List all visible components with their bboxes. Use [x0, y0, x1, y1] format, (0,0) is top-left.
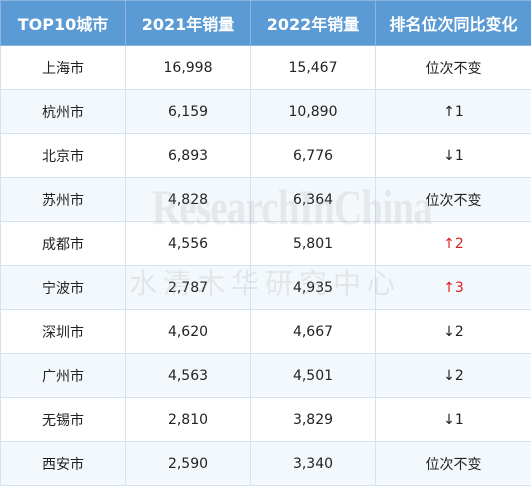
cell-sales-2022: 4,935: [251, 266, 376, 310]
cell-city: 北京市: [1, 134, 126, 178]
cell-city: 苏州市: [1, 178, 126, 222]
cell-sales-2022: 15,467: [251, 46, 376, 90]
cell-rank-change: ↑2: [376, 222, 531, 266]
header-sales-2021: 2021年销量: [126, 1, 251, 46]
cell-sales-2021: 4,828: [126, 178, 251, 222]
cell-sales-2022: 10,890: [251, 90, 376, 134]
cell-city: 杭州市: [1, 90, 126, 134]
cell-city: 深圳市: [1, 310, 126, 354]
cell-rank-change: 位次不变: [376, 46, 531, 90]
cell-sales-2021: 16,998: [126, 46, 251, 90]
cell-sales-2022: 5,801: [251, 222, 376, 266]
cell-city: 西安市: [1, 442, 126, 486]
header-rank-change: 排名位次同比变化: [376, 1, 531, 46]
cell-rank-change: ↓2: [376, 354, 531, 398]
cell-rank-change: ↓1: [376, 134, 531, 178]
cell-rank-change: 位次不变: [376, 442, 531, 486]
cell-rank-change: ↓1: [376, 398, 531, 442]
cell-sales-2022: 3,340: [251, 442, 376, 486]
cell-city: 上海市: [1, 46, 126, 90]
cell-sales-2021: 4,620: [126, 310, 251, 354]
cell-sales-2022: 4,667: [251, 310, 376, 354]
cell-rank-change: ↑1: [376, 90, 531, 134]
cell-rank-change: ↓2: [376, 310, 531, 354]
cell-rank-change: ↑3: [376, 266, 531, 310]
cell-sales-2021: 4,563: [126, 354, 251, 398]
cell-city: 无锡市: [1, 398, 126, 442]
cell-sales-2022: 6,364: [251, 178, 376, 222]
cell-city: 广州市: [1, 354, 126, 398]
header-city: TOP10城市: [1, 1, 126, 46]
cell-sales-2021: 6,159: [126, 90, 251, 134]
cell-sales-2022: 4,501: [251, 354, 376, 398]
cell-rank-change: 位次不变: [376, 178, 531, 222]
cell-sales-2022: 6,776: [251, 134, 376, 178]
cell-sales-2021: 2,787: [126, 266, 251, 310]
table-header-row: TOP10城市 2021年销量 2022年销量 排名位次同比变化: [1, 1, 531, 46]
cell-sales-2021: 4,556: [126, 222, 251, 266]
cell-city: 宁波市: [1, 266, 126, 310]
cell-sales-2021: 6,893: [126, 134, 251, 178]
header-sales-2022: 2022年销量: [251, 1, 376, 46]
cell-sales-2021: 2,590: [126, 442, 251, 486]
cell-sales-2022: 3,829: [251, 398, 376, 442]
cell-city: 成都市: [1, 222, 126, 266]
cell-sales-2021: 2,810: [126, 398, 251, 442]
